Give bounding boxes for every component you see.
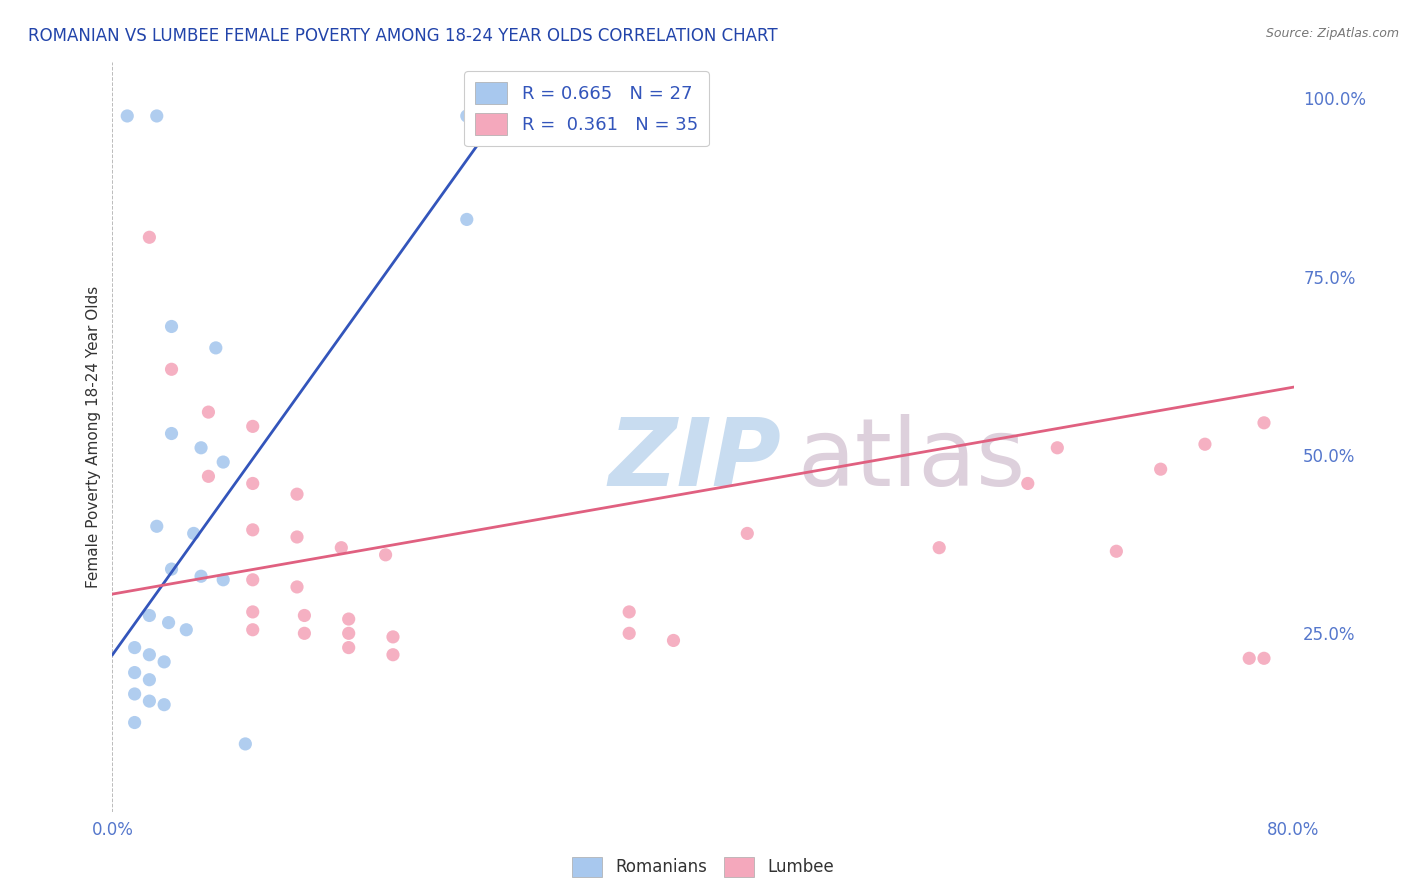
- Point: [212, 455, 235, 469]
- Point: [285, 487, 308, 501]
- Point: [205, 341, 228, 355]
- Point: [157, 615, 180, 630]
- Point: [124, 665, 146, 680]
- Text: Source: ZipAtlas.com: Source: ZipAtlas.com: [1265, 27, 1399, 40]
- Point: [146, 519, 169, 533]
- Point: [124, 715, 146, 730]
- Point: [138, 673, 160, 687]
- Point: [124, 640, 146, 655]
- Point: [292, 626, 315, 640]
- Legend: Romanians, Lumbee: Romanians, Lumbee: [565, 850, 841, 884]
- Point: [160, 362, 183, 376]
- Point: [456, 212, 478, 227]
- Point: [190, 569, 212, 583]
- Point: [233, 737, 256, 751]
- Point: [138, 648, 160, 662]
- Point: [197, 405, 219, 419]
- Point: [242, 623, 264, 637]
- Point: [337, 626, 360, 640]
- Point: [242, 476, 264, 491]
- Point: [190, 441, 212, 455]
- Point: [928, 541, 950, 555]
- Point: [737, 526, 759, 541]
- Point: [153, 655, 176, 669]
- Point: [337, 640, 360, 655]
- Point: [242, 573, 264, 587]
- Y-axis label: Female Poverty Among 18-24 Year Olds: Female Poverty Among 18-24 Year Olds: [86, 286, 101, 588]
- Point: [1253, 651, 1275, 665]
- Point: [1105, 544, 1128, 558]
- Point: [382, 648, 405, 662]
- Point: [117, 109, 138, 123]
- Point: [138, 230, 160, 244]
- Point: [1253, 416, 1275, 430]
- Point: [285, 580, 308, 594]
- Point: [1194, 437, 1216, 451]
- Point: [212, 573, 235, 587]
- Point: [153, 698, 176, 712]
- Point: [124, 687, 146, 701]
- Point: [456, 109, 478, 123]
- Point: [160, 319, 183, 334]
- Point: [242, 523, 264, 537]
- Point: [1017, 476, 1039, 491]
- Text: atlas: atlas: [797, 414, 1026, 506]
- Point: [619, 626, 641, 640]
- Point: [242, 605, 264, 619]
- Point: [183, 526, 205, 541]
- Text: ZIP: ZIP: [609, 414, 782, 506]
- Point: [330, 541, 353, 555]
- Point: [1046, 441, 1069, 455]
- Point: [1150, 462, 1173, 476]
- Point: [285, 530, 308, 544]
- Point: [337, 612, 360, 626]
- Point: [382, 630, 405, 644]
- Point: [197, 469, 219, 483]
- Point: [292, 608, 315, 623]
- Text: ROMANIAN VS LUMBEE FEMALE POVERTY AMONG 18-24 YEAR OLDS CORRELATION CHART: ROMANIAN VS LUMBEE FEMALE POVERTY AMONG …: [28, 27, 778, 45]
- Point: [242, 419, 264, 434]
- Point: [619, 605, 641, 619]
- Point: [1239, 651, 1261, 665]
- Point: [160, 562, 183, 576]
- Point: [138, 694, 160, 708]
- Point: [146, 109, 169, 123]
- Point: [374, 548, 396, 562]
- Point: [138, 608, 160, 623]
- Point: [174, 623, 197, 637]
- Point: [160, 426, 183, 441]
- Point: [662, 633, 685, 648]
